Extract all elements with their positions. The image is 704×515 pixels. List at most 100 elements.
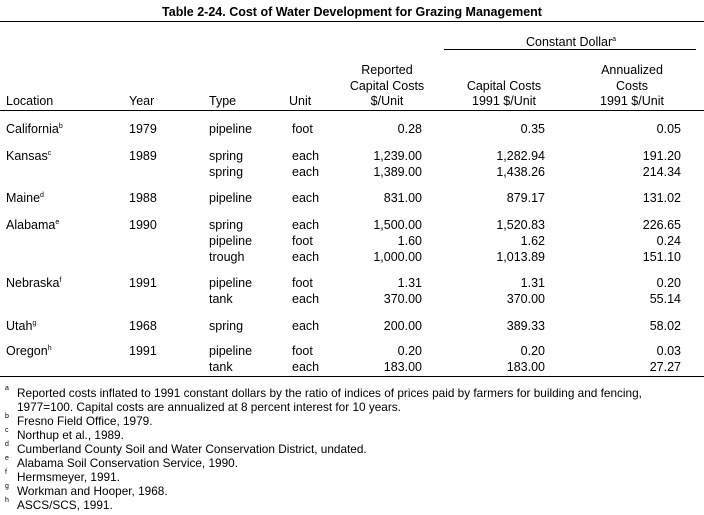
cell-annualized: 55.14 (649, 292, 681, 306)
table-title: Table 2-24. Cost of Water Development fo… (162, 5, 542, 19)
cell-reported: 1.60 (397, 234, 422, 248)
cell-capital: 370.00 (506, 292, 545, 306)
cell-type: tank (209, 360, 233, 374)
cell-annualized: 0.05 (656, 122, 681, 136)
footnote-text: Workman and Hooper, 1968. (17, 484, 168, 498)
cell-reported: 1,239.00 (373, 149, 422, 163)
cell-type: pipeline (209, 122, 253, 136)
cell-capital: 1.31 (520, 276, 545, 290)
cell-annualized: 0.03 (656, 344, 681, 358)
cell-location: Oregonh (6, 343, 52, 359)
cell-annualized: 191.20 (642, 149, 681, 163)
cell-unit: each (292, 292, 320, 306)
cell-year: 1988 (129, 191, 157, 205)
cell-year: 1991 (129, 344, 157, 358)
footnote-text: Hermsmeyer, 1991. (17, 470, 120, 484)
cell-type: pipeline (209, 191, 253, 205)
footnote-mark: d (5, 441, 9, 448)
cell-reported: 183.00 (383, 360, 422, 374)
cell-annualized: 0.24 (656, 234, 681, 248)
title-rule (0, 21, 704, 22)
table-bottom-rule (0, 376, 704, 377)
location-name: Nebraska (6, 276, 60, 290)
cell-unit: foot (292, 234, 313, 248)
cell-annualized: 58.02 (649, 319, 681, 333)
footnote-text: Alabama Soil Conservation Service, 1990. (17, 456, 238, 470)
footnote-text: Northup et al., 1989. (17, 428, 124, 442)
cell-capital: 389.33 (506, 319, 545, 333)
cell-type: trough (209, 250, 245, 264)
header-year: Year (129, 94, 155, 108)
cell-type: pipeline (209, 234, 253, 248)
footnote-mark: b (58, 123, 63, 130)
cell-unit: foot (292, 344, 313, 358)
cell-location: Utahg (6, 318, 36, 334)
cell-type: spring (209, 218, 244, 232)
header-annualized-line1: Annualized (601, 63, 663, 77)
footnote-mark: e (5, 455, 9, 462)
cell-capital: 1.62 (520, 234, 545, 248)
cell-unit: each (292, 191, 320, 205)
cell-year: 1990 (129, 218, 157, 232)
cell-type: spring (209, 319, 244, 333)
footnote-mark: g (5, 483, 9, 490)
cell-unit: each (292, 250, 320, 264)
footnote-mark: g (32, 320, 37, 327)
cell-capital: 0.20 (520, 344, 545, 358)
cell-type: pipeline (209, 276, 253, 290)
cell-year: 1979 (129, 122, 157, 136)
cell-annualized: 151.10 (642, 250, 681, 264)
footnote-text: 1977=100. Capital costs are annualized a… (17, 400, 401, 414)
footnote-mark: b (5, 413, 9, 420)
header-reported-line3: $/Unit (370, 94, 404, 108)
cell-year: 1968 (129, 319, 157, 333)
cell-unit: each (292, 165, 320, 179)
cell-unit: each (292, 218, 320, 232)
constant-dollar-label: Constant Dollar (525, 35, 613, 49)
cell-location: Mained (6, 190, 44, 206)
footnote-mark: f (5, 469, 7, 476)
cell-annualized: 214.34 (642, 165, 681, 179)
cell-unit: foot (292, 122, 313, 136)
cell-unit: each (292, 149, 320, 163)
cell-location: Alabamae (6, 217, 59, 233)
header-reported-line1: Reported (361, 63, 413, 77)
footnote-mark: d (40, 192, 44, 199)
cell-capital: 1,013.89 (496, 250, 545, 264)
cell-capital: 879.17 (506, 191, 545, 205)
cell-reported: 1,389.00 (373, 165, 422, 179)
footnote-mark: c (47, 150, 52, 157)
cell-reported: 0.20 (397, 344, 422, 358)
cell-reported: 1,500.00 (373, 218, 422, 232)
footnote-text: Reported costs inflated to 1991 constant… (17, 386, 642, 400)
cell-reported: 200.00 (383, 319, 422, 333)
header-capital-line2: 1991 $/Unit (472, 94, 536, 108)
cell-unit: foot (292, 276, 313, 290)
footnote-mark: h (5, 497, 9, 504)
cell-annualized: 226.65 (642, 218, 681, 232)
cell-capital: 1,282.94 (496, 149, 545, 163)
cell-type: spring (209, 149, 244, 163)
cell-capital: 1,438.26 (496, 165, 545, 179)
cell-reported: 370.00 (383, 292, 422, 306)
cell-unit: each (292, 360, 320, 374)
header-rule (0, 110, 704, 111)
cell-type: spring (209, 165, 244, 179)
constant-dollar-header: Constant Dollara (446, 34, 696, 50)
location-name: Kansas (6, 149, 48, 163)
location-name: Alabama (6, 218, 56, 232)
cell-reported: 1.31 (397, 276, 422, 290)
header-annualized-line2: Costs (616, 79, 648, 93)
header-annualized-line3: 1991 $/Unit (600, 94, 664, 108)
footnote-mark: a (612, 36, 617, 43)
cell-reported: 831.00 (383, 191, 422, 205)
footnote-text: Fresno Field Office, 1979. (17, 414, 153, 428)
location-name: Oregon (6, 344, 48, 358)
location-name: Utah (6, 319, 33, 333)
cell-annualized: 0.20 (656, 276, 681, 290)
footnote-text: Cumberland County Soil and Water Conserv… (17, 442, 367, 456)
footnote-mark: c (5, 427, 9, 434)
cell-location: Californiab (6, 121, 63, 137)
footnote-mark: e (55, 219, 60, 226)
